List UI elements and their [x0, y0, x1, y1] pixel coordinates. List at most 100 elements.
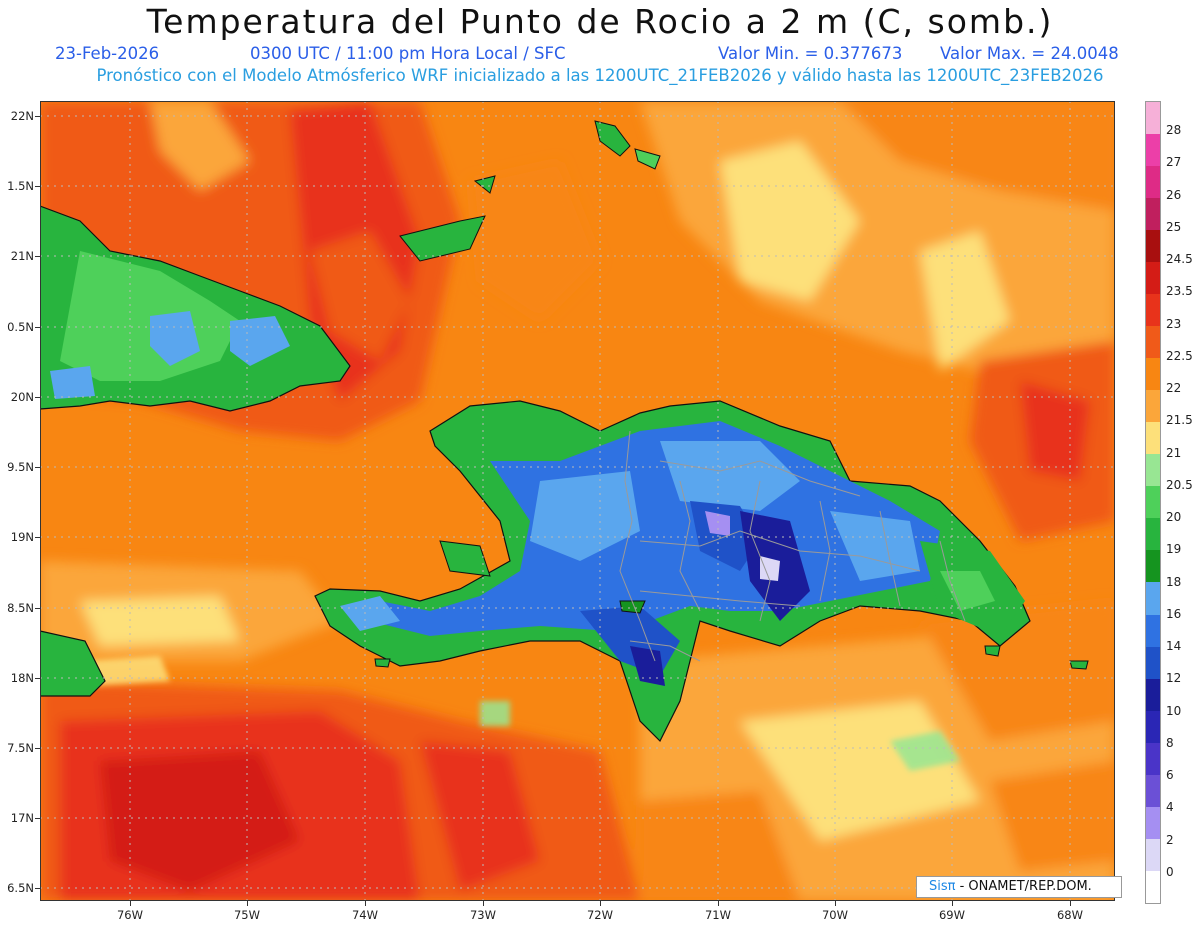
legend-swatch [1146, 870, 1160, 903]
legend-label: 27 [1166, 155, 1182, 169]
legend-label: 4 [1166, 800, 1174, 814]
legend-label: 23 [1166, 317, 1182, 331]
lat-label: 9.5N [7, 460, 34, 474]
lat-label: 18N [10, 671, 34, 685]
legend-swatch [1146, 454, 1160, 487]
legend-swatch [1146, 198, 1160, 231]
lat-tick [35, 397, 40, 398]
legend-swatch [1146, 422, 1160, 455]
legend-swatch [1146, 646, 1160, 679]
lon-label: 72W [586, 908, 613, 922]
legend-label: 22.5 [1166, 349, 1193, 363]
lon-label: 68W [1056, 908, 1083, 922]
legend-swatch [1146, 806, 1160, 839]
lon-label: 74W [351, 908, 378, 922]
map-title: Temperatura del Punto de Rocio a 2 m (C,… [146, 2, 1054, 41]
lon-tick [483, 901, 484, 906]
lat-tick [35, 537, 40, 538]
color-legend [1145, 101, 1161, 904]
valid-date: 23-Feb-2026 [55, 44, 160, 63]
legend-label: 25 [1166, 220, 1182, 234]
lon-tick [952, 901, 953, 906]
legend-label: 2 [1166, 833, 1174, 847]
lon-tick [247, 901, 248, 906]
legend-swatch [1146, 838, 1160, 871]
lat-label: 8.5N [7, 601, 34, 615]
legend-swatch [1146, 742, 1160, 775]
legend-label: 23.5 [1166, 284, 1193, 298]
legend-swatch [1146, 678, 1160, 711]
lon-label: 73W [469, 908, 496, 922]
lat-tick [35, 888, 40, 889]
model-subtitle: Pronóstico con el Modelo Atmósferico WRF… [96, 66, 1104, 85]
legend-swatch [1146, 166, 1160, 199]
legend-swatch [1146, 710, 1160, 743]
legend-label: 6 [1166, 768, 1174, 782]
legend-label: 16 [1166, 607, 1182, 621]
legend-label: 28 [1166, 123, 1182, 137]
dewpoint-field [40, 101, 1115, 901]
legend-label: 21.5 [1166, 413, 1193, 427]
legend-swatch [1146, 134, 1160, 167]
sispi-logo: Sisπ [929, 879, 956, 894]
lon-tick [718, 901, 719, 906]
legend-label: 20 [1166, 510, 1182, 524]
credit-box: Sisπ - ONAMET/REP.DOM. [916, 876, 1122, 898]
lon-label: 69W [938, 908, 965, 922]
legend-label: 26 [1166, 188, 1182, 202]
legend-label: 21 [1166, 446, 1182, 460]
min-value: Valor Min. = 0.377673 [718, 44, 903, 63]
lat-label: 19N [10, 530, 34, 544]
lat-label: 21N [10, 249, 34, 263]
valid-time: 0300 UTC / 11:00 pm Hora Local / SFC [250, 44, 566, 63]
lat-tick [35, 116, 40, 117]
legend-swatch [1146, 774, 1160, 807]
lat-tick [35, 678, 40, 679]
legend-swatch [1146, 230, 1160, 263]
lat-label: 7.5N [7, 741, 34, 755]
lon-label: 75W [233, 908, 260, 922]
legend-label: 18 [1166, 575, 1182, 589]
lat-label: 22N [10, 109, 34, 123]
max-value: Valor Max. = 24.0048 [940, 44, 1119, 63]
lat-label: 0.5N [7, 320, 34, 334]
legend-label: 0 [1166, 865, 1174, 879]
legend-swatch [1146, 326, 1160, 359]
lat-label: 20N [10, 390, 34, 404]
legend-label: 22 [1166, 381, 1182, 395]
lon-tick [600, 901, 601, 906]
lat-label: 1.5N [7, 179, 34, 193]
legend-swatch [1146, 358, 1160, 391]
legend-swatch [1146, 614, 1160, 647]
lat-tick [35, 608, 40, 609]
legend-swatch [1146, 582, 1160, 615]
dewpoint-map [40, 101, 1115, 901]
lon-tick [1070, 901, 1071, 906]
legend-label: 14 [1166, 639, 1182, 653]
lon-tick [130, 901, 131, 906]
lon-label: 70W [821, 908, 848, 922]
legend-label: 24.5 [1166, 252, 1193, 266]
lat-label: 17N [10, 811, 34, 825]
legend-label: 10 [1166, 704, 1182, 718]
legend-swatch [1146, 518, 1160, 551]
lat-tick [35, 327, 40, 328]
legend-swatch [1146, 550, 1160, 583]
lat-tick [35, 186, 40, 187]
lat-label: 6.5N [7, 881, 34, 895]
lon-label: 76W [116, 908, 143, 922]
legend-swatch [1146, 294, 1160, 327]
legend-label: 20.5 [1166, 478, 1193, 492]
legend-swatch [1146, 262, 1160, 295]
legend-label: 19 [1166, 542, 1182, 556]
lon-tick [835, 901, 836, 906]
lon-label: 71W [704, 908, 731, 922]
legend-label: 8 [1166, 736, 1174, 750]
legend-swatch [1146, 390, 1160, 423]
lat-tick [35, 467, 40, 468]
legend-swatch [1146, 486, 1160, 519]
lat-tick [35, 818, 40, 819]
lat-tick [35, 256, 40, 257]
credit-text: - ONAMET/REP.DOM. [959, 879, 1092, 894]
legend-label: 12 [1166, 671, 1182, 685]
